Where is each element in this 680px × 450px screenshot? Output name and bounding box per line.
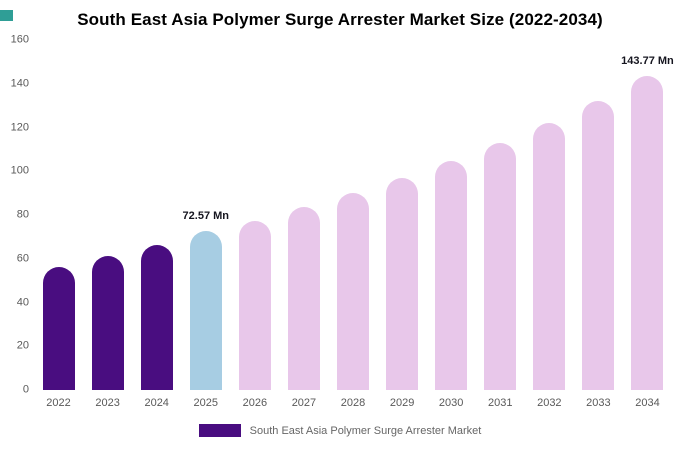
x-tick-label: 2034: [635, 397, 660, 409]
x-tick-label: 2022: [46, 397, 71, 409]
y-tick-label: 80: [16, 208, 29, 221]
y-tick-label: 140: [10, 77, 29, 90]
bar-2029[interactable]: [386, 178, 419, 390]
bar-2034[interactable]: [631, 75, 664, 390]
legend-label: South East Asia Polymer Surge Arrester M…: [249, 424, 482, 437]
bar-2031[interactable]: [484, 143, 517, 390]
bar-2025[interactable]: [189, 231, 222, 390]
chart-title: South East Asia Polymer Surge Arrester M…: [77, 10, 603, 29]
corner-accent: [0, 10, 13, 21]
bar-value-label: 143.77 Mn: [621, 54, 674, 67]
bar-2032[interactable]: [533, 123, 566, 390]
x-tick-label: 2033: [586, 397, 611, 409]
bar-slot: 2028: [328, 40, 377, 409]
bar-2033[interactable]: [582, 101, 615, 390]
bar-slot: 2025 72.57 Mn: [181, 40, 230, 409]
bar-2026[interactable]: [238, 220, 271, 390]
y-tick-label: 160: [10, 33, 29, 46]
bar-slot: 2034 143.77 Mn: [621, 40, 674, 409]
x-tick-label: 2027: [291, 397, 317, 409]
bar-2027[interactable]: [287, 207, 320, 390]
bar-slot: 2027: [279, 40, 328, 409]
bar-slot: 2029: [378, 40, 427, 409]
bar-slot: 2031: [476, 40, 525, 409]
x-tick-label: 2024: [144, 397, 169, 409]
bar-2023[interactable]: [91, 256, 124, 390]
bar-slot: 2023: [83, 40, 132, 409]
bar-slot: 2032: [525, 40, 574, 409]
legend-swatch: [198, 424, 241, 437]
x-tick-label: 2026: [242, 397, 268, 409]
x-tick-label: 2023: [95, 397, 120, 409]
bar-slot: 2033: [574, 40, 623, 409]
y-tick-label: 20: [16, 339, 29, 352]
bar-slot: 2022: [34, 40, 83, 409]
legend: South East Asia Polymer Surge Arrester M…: [0, 424, 680, 437]
bar-2024[interactable]: [140, 244, 173, 390]
x-tick-label: 2028: [340, 397, 366, 409]
y-tick-label: 40: [16, 296, 29, 308]
y-tick-label: 0: [22, 383, 29, 396]
x-tick-label: 2031: [488, 397, 513, 409]
chart-page: South East Asia Polymer Surge Arrester M…: [0, 10, 680, 450]
bar-2030[interactable]: [435, 161, 468, 390]
bar-slot: 2030: [427, 40, 476, 409]
x-tick-label: 2029: [389, 397, 415, 409]
bar-2028[interactable]: [337, 192, 369, 390]
bar-chart: 0 20 40 60 80 100 120 140 160 2022 2023 2024 2025 72.…: [11, 34, 674, 409]
x-tick-label: 2030: [438, 397, 464, 409]
bar-slot: 2026: [230, 40, 279, 409]
bar-2022[interactable]: [42, 267, 75, 390]
x-tick-label: 2025: [193, 397, 219, 409]
y-tick-label: 100: [10, 164, 29, 177]
bar-slot: 2024: [132, 40, 181, 409]
x-tick-label: 2032: [537, 397, 562, 409]
y-tick-label: 60: [16, 252, 29, 265]
y-tick-label: 120: [10, 121, 29, 133]
bar-value-label: 72.57 Mn: [182, 210, 229, 223]
